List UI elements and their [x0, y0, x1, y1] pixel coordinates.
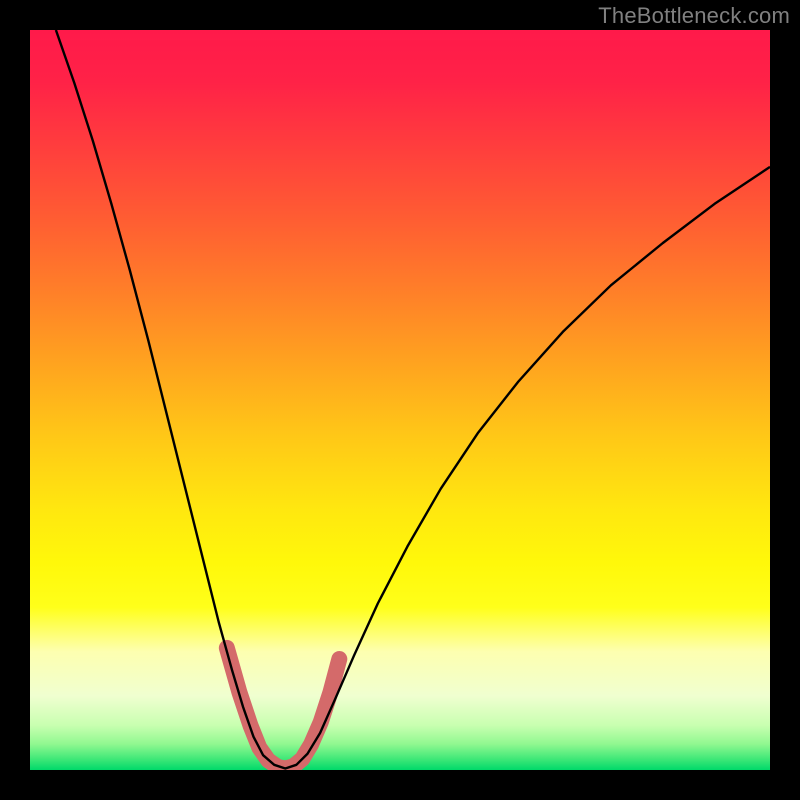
chart-background — [30, 30, 770, 770]
frame-border — [0, 770, 800, 800]
frame-border — [770, 0, 800, 800]
watermark-text: TheBottleneck.com — [598, 3, 790, 29]
bottleneck-curve-chart — [0, 0, 800, 800]
frame-border — [0, 0, 30, 800]
